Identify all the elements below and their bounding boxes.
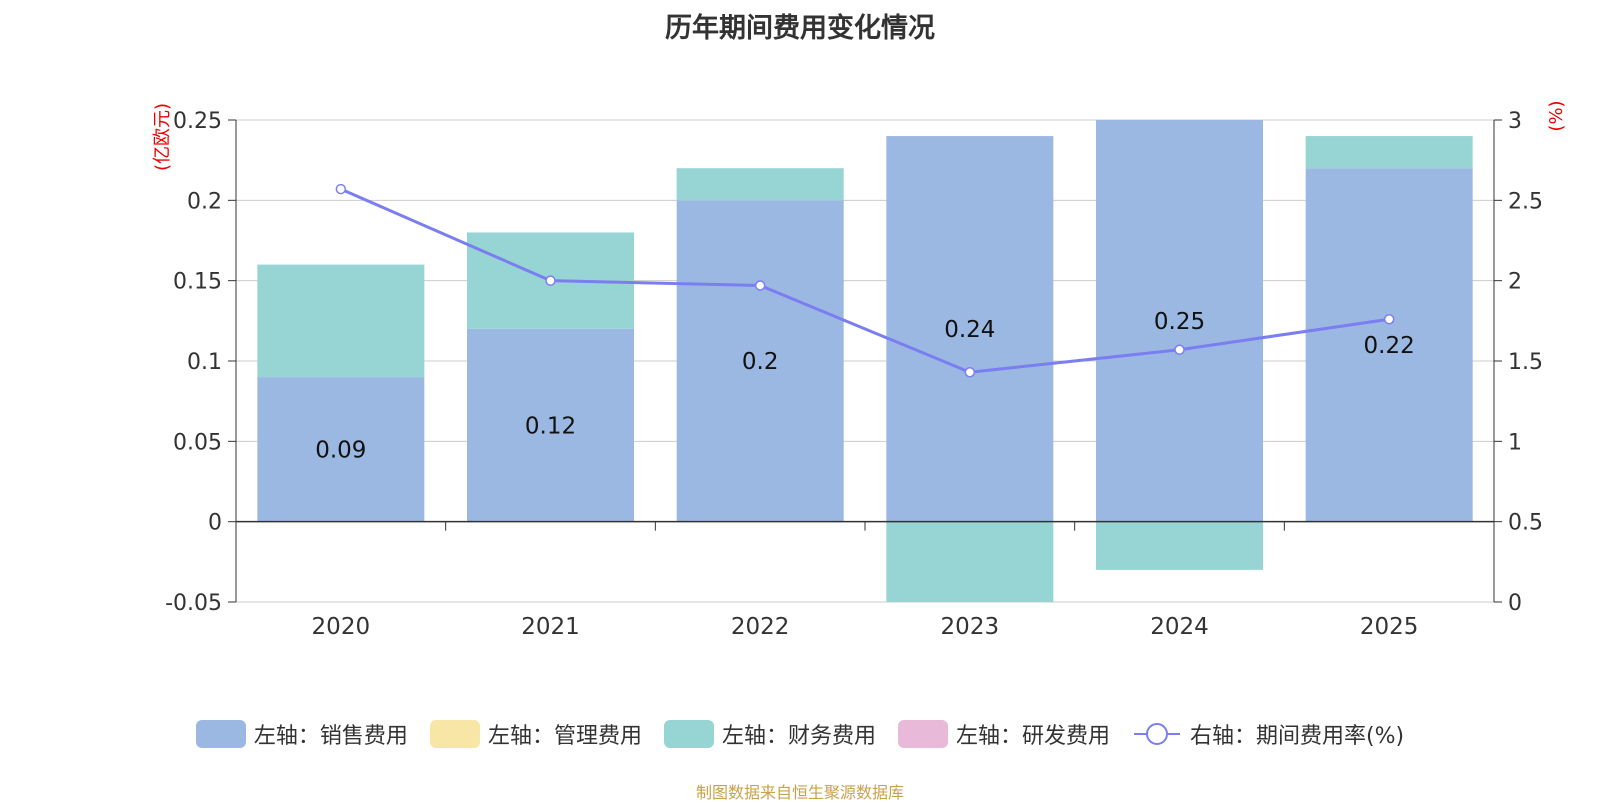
left-tick-label: 0.05 xyxy=(173,430,222,455)
right-tick-label: 3 xyxy=(1508,109,1522,134)
right-tick-label: 1 xyxy=(1508,430,1522,455)
bar-2020 xyxy=(257,377,425,522)
rate-point xyxy=(964,366,976,378)
rate-line xyxy=(340,187,1390,374)
legend-label: 左轴：研发费用 xyxy=(955,724,1110,749)
source-note: 制图数据来自恒生聚源数据库 xyxy=(695,783,904,802)
bar-2022 xyxy=(676,200,844,522)
legend-swatch xyxy=(195,720,246,748)
data-label: 0.22 xyxy=(1364,333,1415,359)
data-label: 0.25 xyxy=(1154,309,1205,335)
legend-label: 左轴：财务费用 xyxy=(721,724,876,749)
legend-swatch xyxy=(663,720,714,748)
bar-2024 xyxy=(1096,120,1263,522)
bar-2023 xyxy=(886,521,1054,602)
legend: 左轴：销售费用 左轴：管理费用 左轴：财务费用 左轴：研发费用 右轴：期间费用率(%) xyxy=(0,718,1600,750)
rate-point xyxy=(754,280,766,291)
left-tick-label: 0.15 xyxy=(173,270,222,295)
x-tick-label: 2023 xyxy=(941,614,1000,640)
rate-point xyxy=(1383,313,1395,325)
left-tick-label: 0.2 xyxy=(187,189,222,214)
legend-line-icon xyxy=(1133,723,1180,745)
data-label: 0.2 xyxy=(742,349,779,375)
x-tick-label: 2020 xyxy=(312,614,371,640)
right-tick-label: 0 xyxy=(1508,591,1522,616)
legend-label: 右轴：期间费用率(%) xyxy=(1189,724,1405,749)
rate-point xyxy=(1174,344,1185,356)
bar-2024 xyxy=(1096,521,1263,570)
x-tick-label: 2025 xyxy=(1360,614,1419,640)
legend-swatch xyxy=(429,720,480,748)
left-tick-label: 0.25 xyxy=(173,109,222,134)
left-tick-label: 0.1 xyxy=(187,350,222,375)
data-label: 0.12 xyxy=(525,413,576,439)
bar-2020 xyxy=(257,264,425,378)
legend-item[interactable]: 左轴：管理费用 xyxy=(429,718,642,750)
right-tick-label: 0.5 xyxy=(1508,511,1543,536)
chart-title: 历年期间费用变化情况 xyxy=(665,13,935,44)
rate-point xyxy=(545,275,556,286)
left-axis-title: (亿欧元) xyxy=(152,103,173,171)
bar-2021 xyxy=(467,328,634,522)
legend-swatch xyxy=(897,720,948,748)
bar-2025 xyxy=(1305,136,1473,169)
data-label: 0.24 xyxy=(944,317,995,343)
bar-2022 xyxy=(676,168,844,201)
data-label: 0.09 xyxy=(315,437,366,463)
x-tick-label: 2021 xyxy=(521,614,580,640)
legend-item[interactable]: 右轴：期间费用率(%) xyxy=(1132,718,1404,750)
bar-2025 xyxy=(1305,168,1473,522)
rate-point xyxy=(335,183,347,195)
left-tick-label: -0.05 xyxy=(165,591,222,616)
right-tick-label: 2 xyxy=(1508,270,1522,295)
x-tick-label: 2022 xyxy=(731,614,790,640)
left-tick-label: 0 xyxy=(208,511,222,536)
right-tick-label: 2.5 xyxy=(1508,189,1543,214)
legend-item[interactable]: 左轴：财务费用 xyxy=(663,718,876,750)
legend-label: 左轴：管理费用 xyxy=(487,724,642,749)
legend-label: 左轴：销售费用 xyxy=(253,724,408,749)
legend-item[interactable]: 左轴：研发费用 xyxy=(897,718,1110,750)
right-axis-title: (%) xyxy=(1546,100,1567,131)
bar-2023 xyxy=(886,136,1054,522)
right-tick-label: 1.5 xyxy=(1508,350,1543,375)
x-tick-label: 2024 xyxy=(1150,614,1209,640)
legend-item[interactable]: 左轴：销售费用 xyxy=(195,718,408,750)
